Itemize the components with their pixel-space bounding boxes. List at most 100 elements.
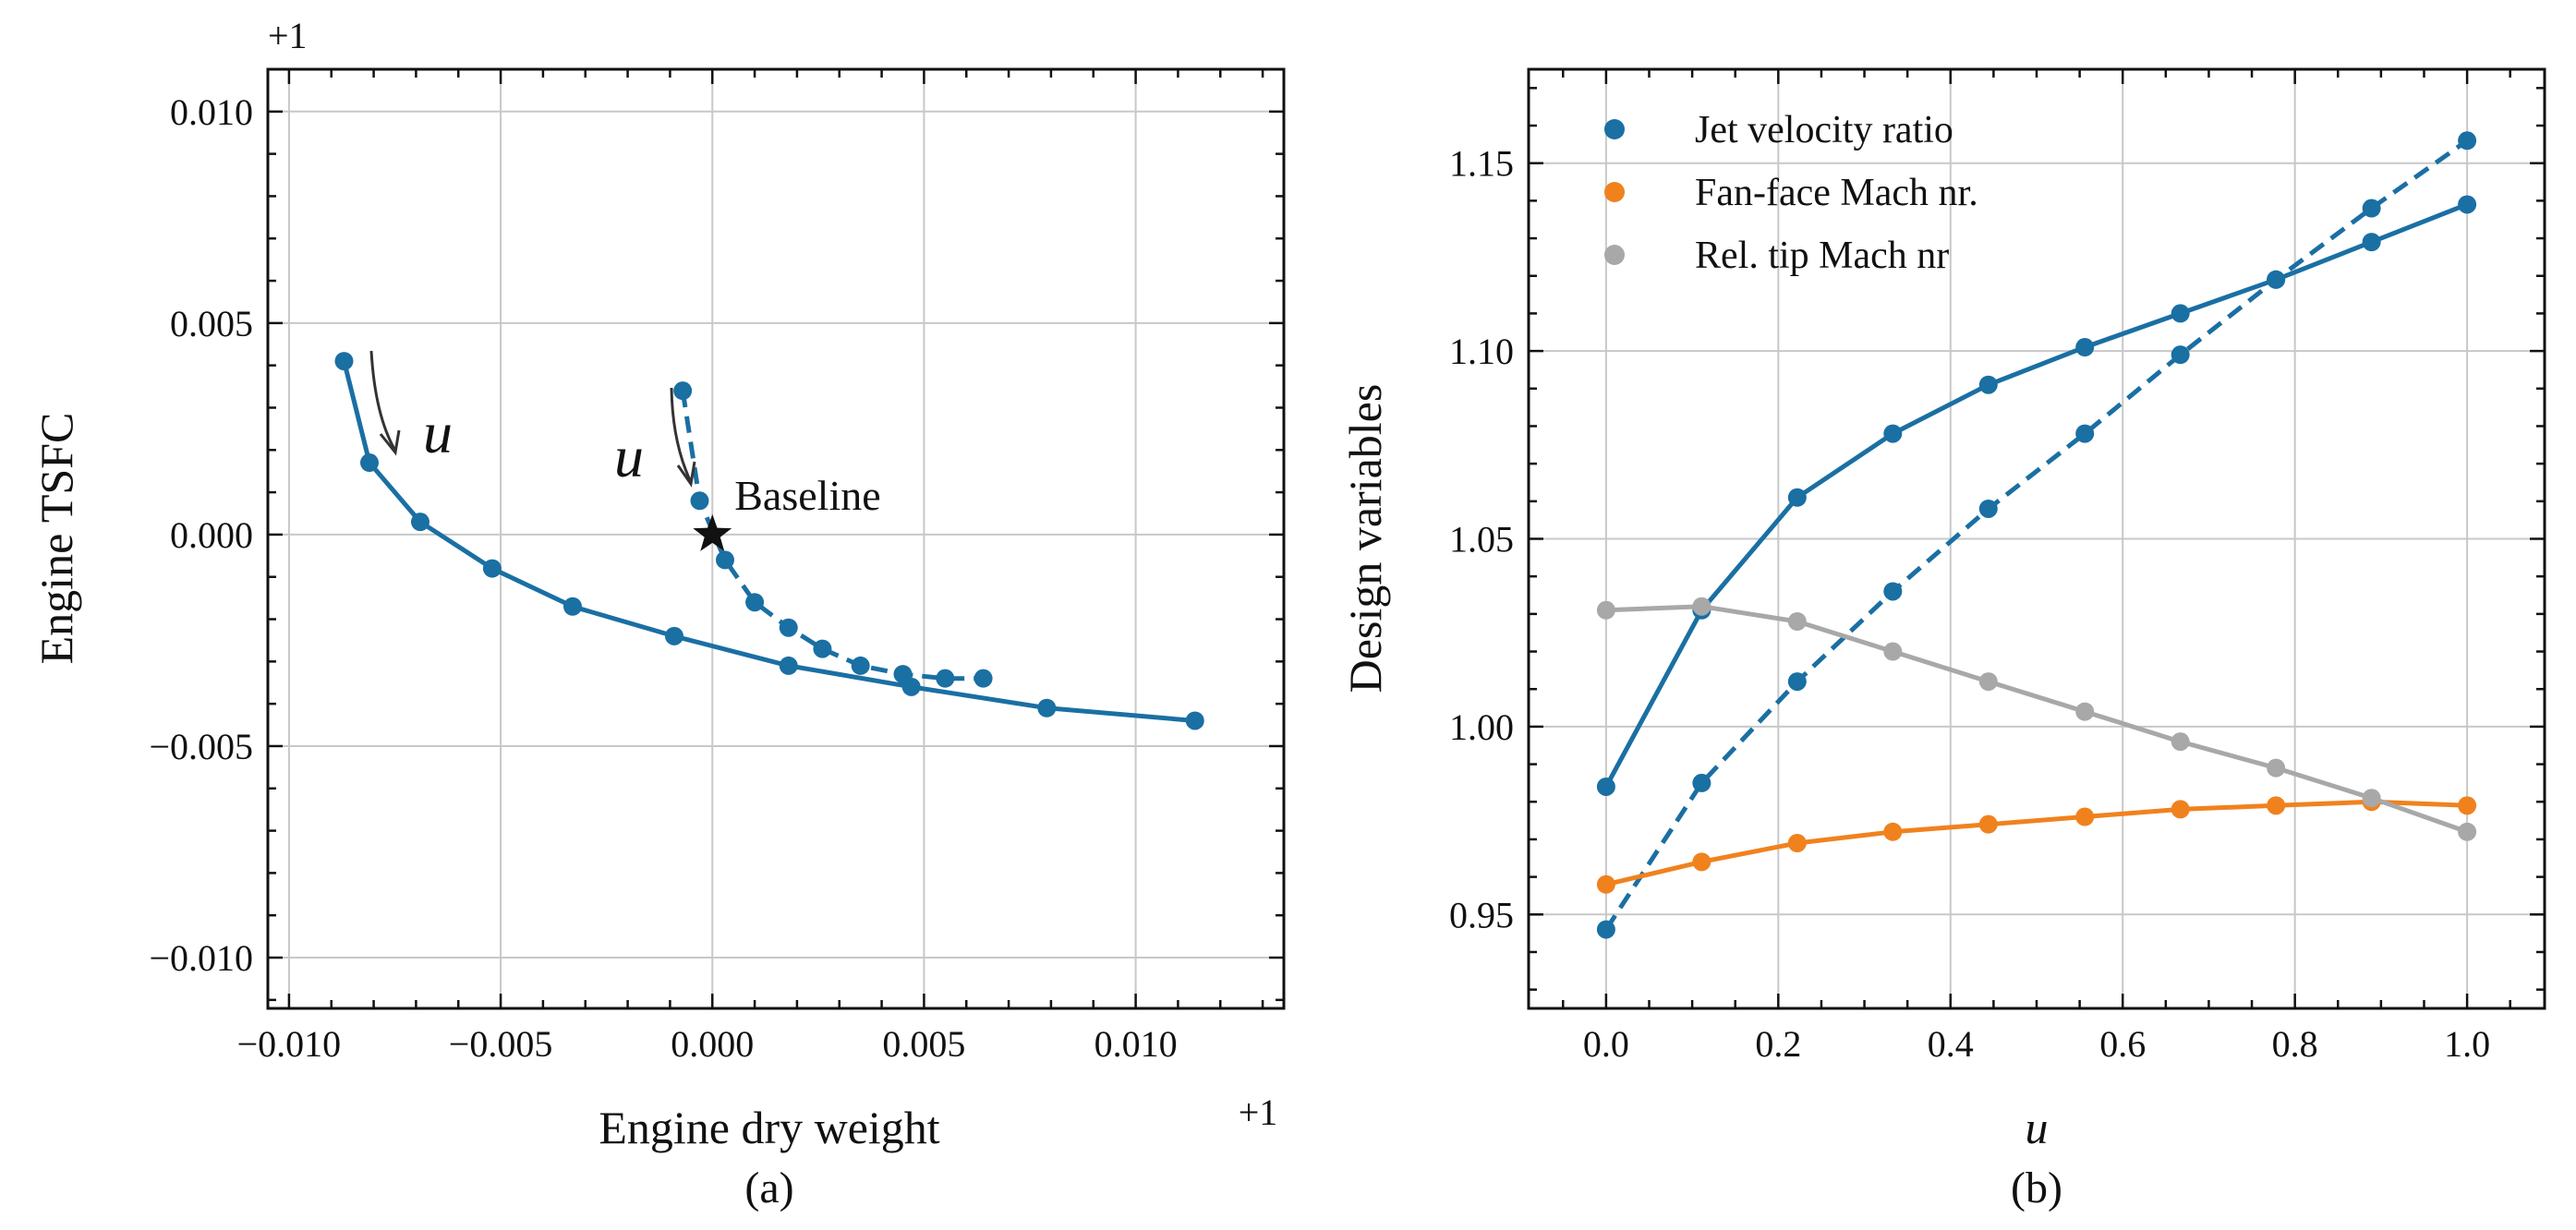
u-annotation-center: u — [614, 424, 644, 489]
data-point — [851, 656, 870, 675]
y-tick-label: 1.05 — [1449, 519, 1514, 561]
data-point — [334, 352, 354, 371]
panel-label-b: (b) — [2011, 1164, 2062, 1212]
x-tick-label: 0.000 — [671, 1023, 754, 1065]
data-point — [1883, 822, 1903, 841]
data-point — [2075, 424, 2095, 443]
baseline-label: Baseline — [734, 472, 880, 519]
series-0 — [1596, 195, 2477, 796]
data-point — [1787, 672, 1807, 692]
legend-label: Jet velocity ratio — [1695, 109, 1953, 151]
data-point — [1787, 834, 1807, 853]
series-line — [342, 360, 1196, 723]
data-point — [1692, 773, 1711, 792]
y-axis-label: Engine TSFC — [30, 413, 82, 665]
data-point — [2362, 789, 2381, 808]
data-point — [813, 639, 832, 658]
y-tick-label: 1.15 — [1449, 143, 1514, 185]
data-point — [1596, 874, 1615, 894]
panel-a: −0.010 −0.005 0.000 0.005 0.010 −0.010 −0.005 0… — [30, 15, 1286, 1212]
data-point — [1596, 920, 1615, 939]
grid — [268, 69, 1284, 1008]
data-point — [2075, 807, 2095, 826]
data-point — [2171, 732, 2190, 752]
data-point — [936, 669, 955, 688]
data-point — [1978, 814, 1998, 834]
data-point — [716, 550, 734, 570]
x-axis-label: Engine dry weight — [599, 1102, 939, 1153]
arrowhead-left — [379, 429, 401, 456]
data-point — [2267, 270, 2286, 289]
y-tick-label: 0.005 — [170, 303, 253, 344]
data-point — [2171, 304, 2190, 323]
data-point — [1692, 597, 1711, 616]
data-point — [1692, 852, 1711, 872]
x-tick-label: 0.4 — [1928, 1023, 1974, 1065]
data-point — [1185, 711, 1204, 730]
data-point — [1596, 600, 1615, 620]
data-point — [482, 559, 502, 578]
baseline-star — [693, 513, 732, 551]
x-tick-label: −0.010 — [237, 1023, 342, 1065]
y-tick-label: 1.10 — [1449, 331, 1514, 372]
data-point — [779, 618, 798, 637]
series-1 — [1596, 131, 2477, 939]
data-point — [2075, 702, 2095, 721]
data-point — [1883, 642, 1903, 661]
data-point — [1883, 424, 1903, 443]
data-point — [2458, 131, 2477, 151]
arrowhead-center — [676, 461, 696, 488]
x-tick-label: 1.0 — [2444, 1023, 2490, 1065]
data-point — [893, 665, 913, 684]
u-annotation-left: u — [423, 400, 453, 465]
x-tick-label: 0.010 — [1094, 1023, 1178, 1065]
data-point — [1787, 611, 1807, 631]
y-tick-label: −0.010 — [149, 937, 253, 979]
axis-ticks — [268, 67, 1284, 1008]
y-offset-label: +1 — [268, 15, 308, 56]
series-0 — [334, 352, 1204, 730]
data-point — [2458, 822, 2477, 841]
y-tick-label: 0.000 — [170, 514, 253, 556]
x-axis-label: u — [2026, 1102, 2049, 1153]
data-point — [1787, 488, 1807, 507]
data-point — [1978, 375, 1998, 394]
legend-marker — [1604, 182, 1625, 202]
data-point — [2171, 345, 2190, 365]
data-point — [2458, 796, 2477, 815]
data-point — [1037, 698, 1057, 718]
data-point — [563, 597, 582, 616]
data-point — [2362, 233, 2381, 252]
data-point — [1883, 582, 1903, 601]
data-point — [2362, 199, 2381, 218]
data-point — [1596, 777, 1615, 796]
data-point — [2075, 338, 2095, 357]
x-tick-label: 0.8 — [2272, 1023, 2318, 1065]
y-tick-label: −0.005 — [149, 726, 253, 767]
y-tick-label: 1.00 — [1449, 706, 1514, 748]
x-tick-label: 0.0 — [1583, 1023, 1629, 1065]
legend-label: Fan-face Mach nr. — [1695, 172, 1978, 214]
data-point — [779, 656, 798, 675]
y-tick-label: 0.95 — [1449, 894, 1514, 935]
data-point — [360, 453, 379, 473]
data-point — [745, 593, 765, 612]
legend: Jet velocity ratio Fan-face Mach nr. Rel. … — [1604, 109, 1978, 277]
plot-frame — [266, 67, 1286, 1010]
data-point — [665, 626, 683, 645]
series-line — [1603, 202, 2469, 789]
x-tick-label: 0.005 — [882, 1023, 965, 1065]
data-point — [2267, 758, 2286, 778]
data-point — [2267, 796, 2286, 815]
series-line — [1603, 139, 2469, 931]
series-3 — [1596, 597, 2477, 841]
series-2 — [1596, 792, 2477, 894]
grid — [1529, 69, 2545, 1008]
plot-frame — [1527, 67, 2546, 1010]
data-point — [2458, 195, 2477, 214]
x-tick-label: 0.6 — [2099, 1023, 2146, 1065]
data-point — [690, 491, 709, 511]
data-point — [1978, 499, 1998, 518]
legend-marker — [1604, 245, 1625, 265]
